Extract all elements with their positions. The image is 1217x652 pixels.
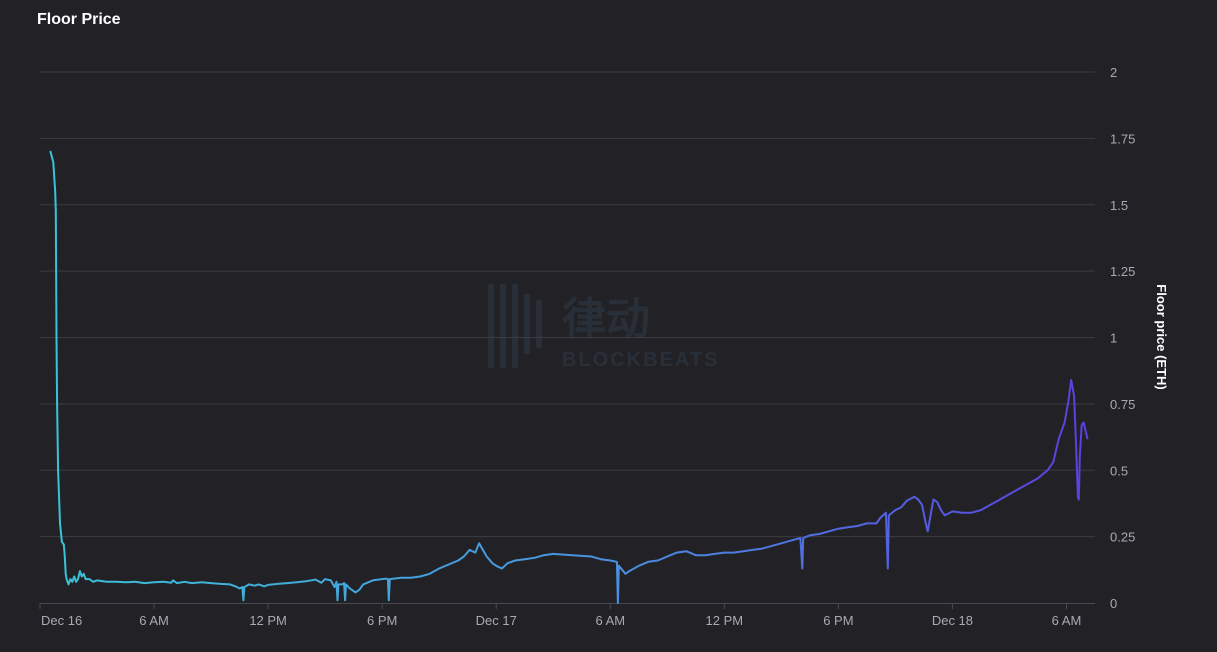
watermark-logo-bars (488, 284, 542, 368)
x-axis-ticks: Dec 16 6 AM 12 PM 6 PM Dec 17 6 AM 12 PM 6 PM De… (39, 603, 1082, 628)
y-axis-label: Floor price (ETH) (1154, 284, 1169, 389)
x-tick-label: Dec 17 (476, 613, 517, 628)
series-layer (49, 150, 1089, 604)
y-axis-ticks: 0 0.25 0.5 0.75 1 1.25 1.5 1.75 2 (1110, 65, 1135, 611)
y-tick-label: 2 (1110, 65, 1117, 80)
y-tick-label: 0.5 (1110, 463, 1128, 478)
y-tick-label: 1.25 (1110, 264, 1135, 279)
watermark-cjk: 律动 (562, 295, 650, 344)
x-tick-label: Dec 18 (932, 613, 973, 628)
blockbeats-watermark: 律动 BLOCKBEATS (488, 284, 719, 371)
y-tick-label: 0.75 (1110, 397, 1135, 412)
x-tick-label: Dec 16 (41, 613, 82, 628)
chart-title: Floor Price (37, 11, 121, 28)
x-tick-label: 6 PM (367, 613, 397, 628)
y-tick-label: 0.25 (1110, 530, 1135, 545)
y-tick-label: 0 (1110, 596, 1117, 611)
floor-price-line (49, 150, 1089, 604)
gridlines (40, 71, 1095, 538)
y-tick-label: 1 (1110, 331, 1117, 346)
x-tick-label: 6 AM (595, 613, 625, 628)
x-tick-label: 12 PM (249, 613, 287, 628)
y-tick-label: 1.75 (1110, 131, 1135, 146)
y-tick-label: 1.5 (1110, 198, 1128, 213)
x-tick-label: 12 PM (706, 613, 744, 628)
x-tick-label: 6 PM (823, 613, 853, 628)
watermark-brand: BLOCKBEATS (562, 349, 719, 371)
x-tick-label: 6 AM (139, 613, 169, 628)
x-tick-label: 6 AM (1052, 613, 1082, 628)
